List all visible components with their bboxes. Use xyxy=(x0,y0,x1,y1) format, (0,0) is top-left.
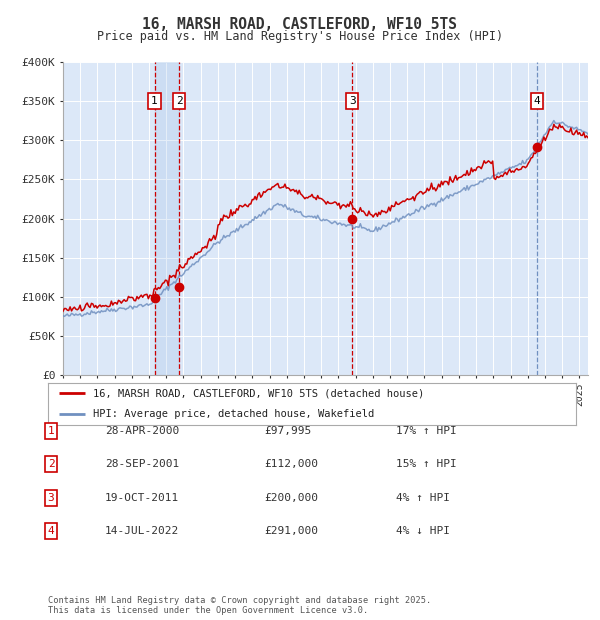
Text: 4: 4 xyxy=(533,96,541,106)
Text: 2: 2 xyxy=(176,96,182,106)
Text: 16, MARSH ROAD, CASTLEFORD, WF10 5TS (detached house): 16, MARSH ROAD, CASTLEFORD, WF10 5TS (de… xyxy=(93,388,424,398)
Text: 4% ↓ HPI: 4% ↓ HPI xyxy=(396,526,450,536)
Text: 28-APR-2000: 28-APR-2000 xyxy=(105,426,179,436)
Text: 2: 2 xyxy=(47,459,55,469)
Text: £112,000: £112,000 xyxy=(264,459,318,469)
Text: 1: 1 xyxy=(47,426,55,436)
Bar xyxy=(155,62,179,375)
Text: £200,000: £200,000 xyxy=(264,493,318,503)
Text: 4: 4 xyxy=(47,526,55,536)
Text: 14-JUL-2022: 14-JUL-2022 xyxy=(105,526,179,536)
Text: 16, MARSH ROAD, CASTLEFORD, WF10 5TS: 16, MARSH ROAD, CASTLEFORD, WF10 5TS xyxy=(143,17,458,32)
Text: 15% ↑ HPI: 15% ↑ HPI xyxy=(396,459,457,469)
Text: 3: 3 xyxy=(349,96,356,106)
Text: 17% ↑ HPI: 17% ↑ HPI xyxy=(396,426,457,436)
Text: 19-OCT-2011: 19-OCT-2011 xyxy=(105,493,179,503)
Text: Price paid vs. HM Land Registry's House Price Index (HPI): Price paid vs. HM Land Registry's House … xyxy=(97,30,503,43)
Text: 1: 1 xyxy=(151,96,158,106)
Text: Contains HM Land Registry data © Crown copyright and database right 2025.
This d: Contains HM Land Registry data © Crown c… xyxy=(48,596,431,615)
Text: 4% ↑ HPI: 4% ↑ HPI xyxy=(396,493,450,503)
Text: £291,000: £291,000 xyxy=(264,526,318,536)
Text: 3: 3 xyxy=(47,493,55,503)
Text: HPI: Average price, detached house, Wakefield: HPI: Average price, detached house, Wake… xyxy=(93,409,374,419)
Text: £97,995: £97,995 xyxy=(264,426,311,436)
Text: 28-SEP-2001: 28-SEP-2001 xyxy=(105,459,179,469)
